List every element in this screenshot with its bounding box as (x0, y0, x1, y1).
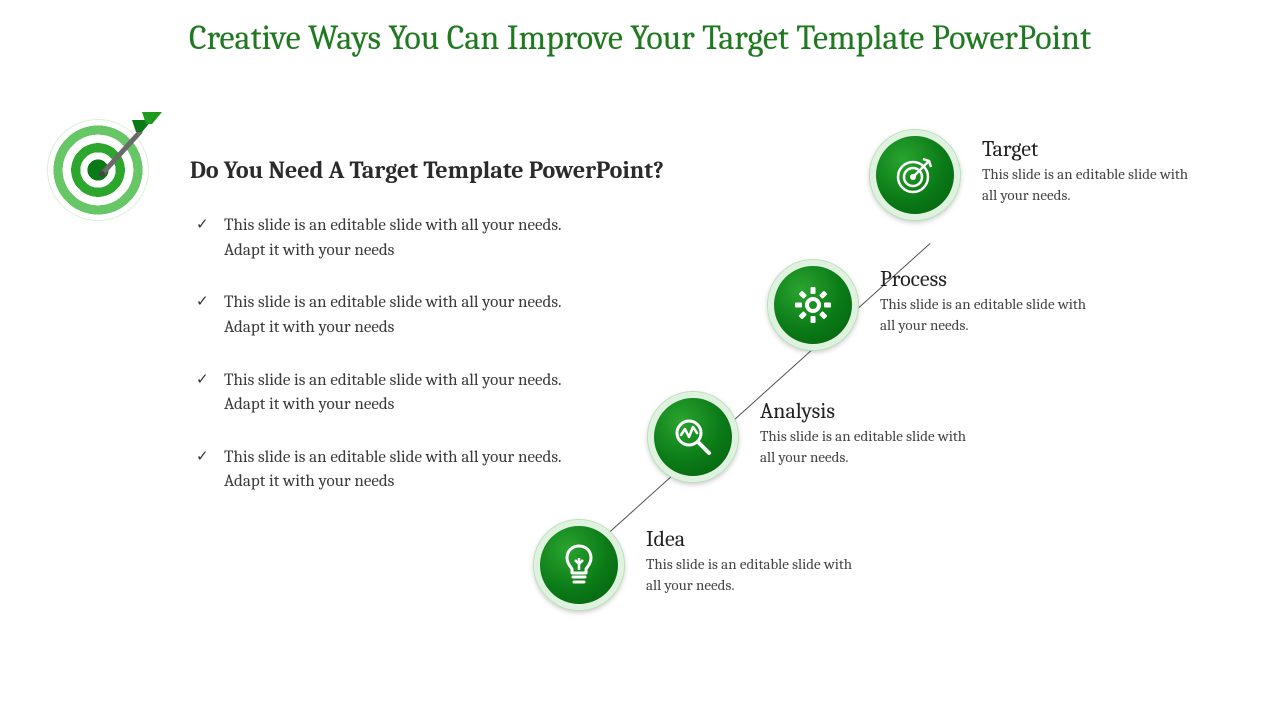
step-circle (870, 130, 960, 220)
step-title: Analysis (760, 398, 835, 424)
step-title: Process (880, 266, 947, 292)
bullet-item: This slide is an editable slide with all… (192, 355, 592, 432)
step-target: Target This slide is an editable slide w… (870, 130, 960, 220)
step-title: Target (982, 136, 1038, 162)
target-icon (893, 153, 937, 197)
connector-line (578, 243, 931, 561)
subheading: Do You Need A Target Template PowerPoint… (190, 156, 664, 184)
page-title: Creative Ways You Can Improve Your Targe… (0, 18, 1280, 58)
step-idea: Idea This slide is an editable slide wit… (534, 520, 624, 610)
bullet-item: This slide is an editable slide with all… (192, 200, 592, 277)
step-circle (648, 392, 738, 482)
bullet-item: This slide is an editable slide with all… (192, 277, 592, 354)
analysis-icon (671, 415, 715, 459)
step-analysis: Analysis This slide is an editable slide… (648, 392, 738, 482)
step-desc: This slide is an editable slide with all… (760, 426, 980, 468)
bulb-icon (559, 542, 599, 588)
step-process: Process This slide is an editable slide … (768, 260, 858, 350)
step-desc: This slide is an editable slide with all… (880, 294, 1100, 336)
step-desc: This slide is an editable slide with all… (646, 554, 866, 596)
step-circle (534, 520, 624, 610)
dart-icon (94, 112, 164, 182)
gear-icon (792, 284, 834, 326)
bullet-list: This slide is an editable slide with all… (192, 200, 592, 509)
bullet-item: This slide is an editable slide with all… (192, 432, 592, 509)
step-title: Idea (646, 526, 685, 552)
bullseye-graphic (48, 120, 148, 220)
step-desc: This slide is an editable slide with all… (982, 164, 1202, 206)
step-circle (768, 260, 858, 350)
